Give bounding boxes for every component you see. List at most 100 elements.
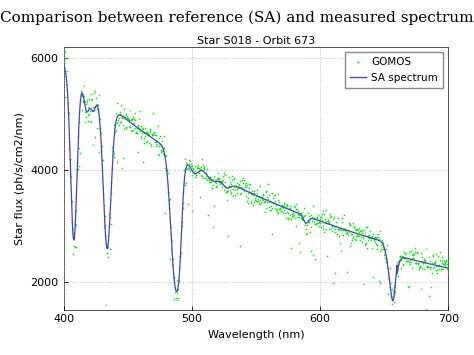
GOMOS [360,282,368,287]
GOMOS [76,98,84,104]
GOMOS [216,181,224,187]
GOMOS [173,277,181,283]
GOMOS [307,212,314,218]
GOMOS [444,264,451,270]
GOMOS [223,197,231,203]
GOMOS [194,162,202,168]
GOMOS [64,109,72,114]
GOMOS [267,203,274,209]
GOMOS [109,165,116,171]
GOMOS [411,260,419,266]
GOMOS [416,264,423,269]
GOMOS [411,250,419,255]
SA spectrum [61,63,66,67]
GOMOS [116,119,124,125]
GOMOS [156,141,164,146]
GOMOS [336,226,343,232]
GOMOS [211,179,219,184]
GOMOS [443,257,450,263]
GOMOS [164,189,172,195]
GOMOS [269,190,276,196]
GOMOS [93,102,101,107]
GOMOS [273,206,281,212]
GOMOS [135,126,143,131]
GOMOS [266,208,273,213]
GOMOS [149,132,156,138]
GOMOS [338,215,346,221]
GOMOS [224,234,232,239]
GOMOS [406,261,414,267]
GOMOS [263,199,271,204]
GOMOS [68,198,76,204]
GOMOS [102,241,109,246]
GOMOS [405,259,413,264]
GOMOS [349,236,357,241]
GOMOS [285,215,292,221]
GOMOS [171,289,179,294]
GOMOS [199,174,206,179]
GOMOS [393,267,401,273]
GOMOS [215,176,223,182]
GOMOS [243,184,250,190]
GOMOS [286,205,293,211]
GOMOS [127,117,135,122]
GOMOS [323,220,331,226]
GOMOS [343,230,350,236]
GOMOS [207,179,215,185]
GOMOS [366,229,374,234]
GOMOS [395,257,403,263]
GOMOS [109,152,117,157]
GOMOS [273,209,281,215]
GOMOS [331,226,338,231]
GOMOS [433,267,440,273]
GOMOS [100,191,107,197]
GOMOS [271,192,279,198]
GOMOS [208,186,216,191]
GOMOS [166,196,173,201]
GOMOS [343,269,351,275]
GOMOS [431,259,439,264]
GOMOS [431,260,438,266]
GOMOS [315,219,322,225]
GOMOS [412,260,419,266]
GOMOS [354,232,361,238]
GOMOS [366,234,374,240]
GOMOS [296,249,304,255]
GOMOS [326,211,334,217]
GOMOS [283,202,291,208]
GOMOS [425,254,433,260]
GOMOS [270,200,277,206]
GOMOS [369,274,376,280]
GOMOS [221,183,229,189]
GOMOS [348,231,356,237]
GOMOS [387,280,394,286]
GOMOS [167,224,175,230]
GOMOS [139,159,146,164]
GOMOS [274,210,282,216]
GOMOS [233,180,241,186]
GOMOS [339,228,346,233]
GOMOS [372,241,380,246]
GOMOS [434,253,442,259]
GOMOS [251,197,259,203]
GOMOS [328,222,336,228]
GOMOS [232,183,240,189]
GOMOS [99,157,106,163]
GOMOS [219,177,227,182]
GOMOS [175,279,182,284]
GOMOS [350,224,357,230]
GOMOS [94,106,101,112]
GOMOS [89,104,96,110]
GOMOS [135,149,142,155]
GOMOS [82,101,90,107]
GOMOS [179,200,187,206]
GOMOS [153,142,161,147]
GOMOS [237,178,244,184]
GOMOS [384,271,392,276]
GOMOS [129,114,137,119]
GOMOS [314,212,322,217]
GOMOS [73,167,81,173]
GOMOS [408,256,415,261]
GOMOS [114,120,121,126]
GOMOS [68,219,75,225]
